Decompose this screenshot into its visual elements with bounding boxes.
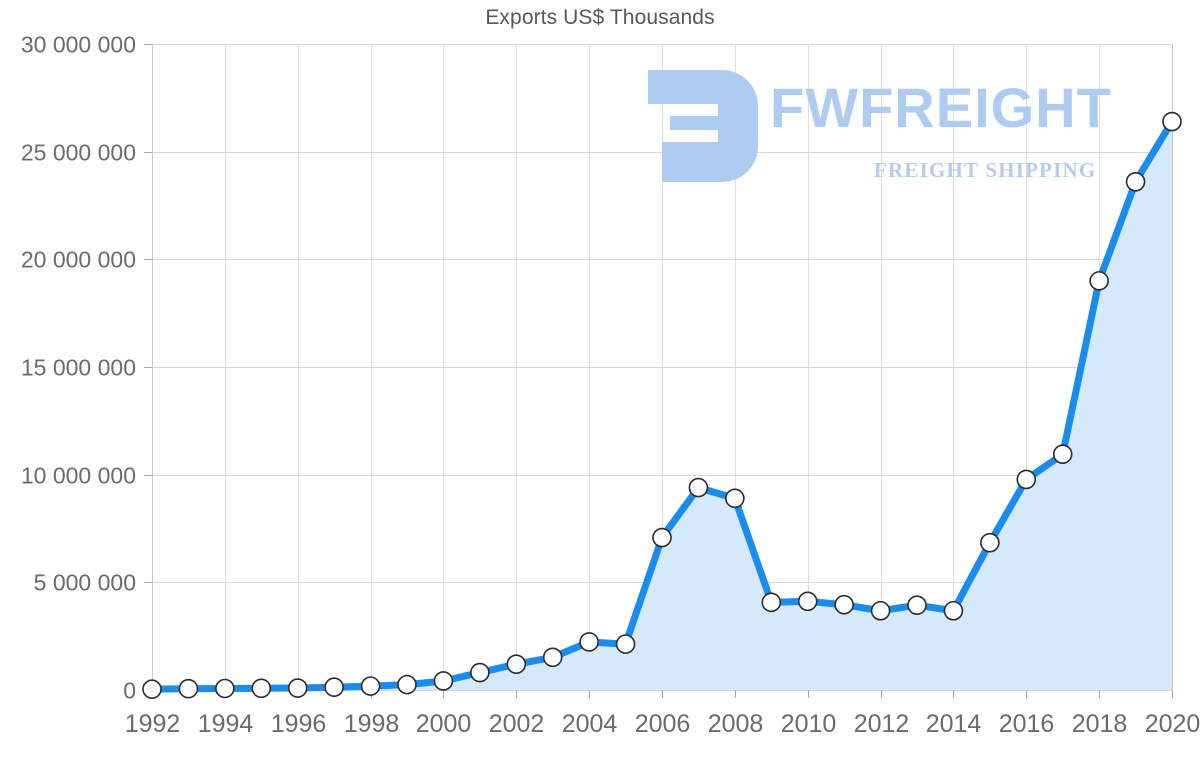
- data-point-marker[interactable]: [1162, 111, 1182, 132]
- data-point-marker[interactable]: [1125, 172, 1146, 192]
- x-tick-label: 1992: [125, 710, 181, 738]
- data-point-marker[interactable]: [287, 678, 308, 698]
- data-point-marker[interactable]: [1016, 469, 1037, 490]
- data-point-marker[interactable]: [1089, 271, 1109, 291]
- data-point-marker[interactable]: [870, 600, 891, 621]
- x-tick-label: 1996: [271, 710, 327, 738]
- y-tick-label: 5 000 000: [34, 570, 136, 596]
- data-point-marker[interactable]: [615, 634, 636, 654]
- data-point-marker[interactable]: [178, 678, 199, 699]
- x-tick-label: 2014: [926, 710, 982, 738]
- x-tick-label: 2008: [708, 710, 764, 738]
- data-point-marker[interactable]: [688, 477, 709, 498]
- y-tick-label: 30 000 000: [21, 32, 136, 58]
- data-point-marker[interactable]: [506, 654, 527, 674]
- x-tick-label: 2002: [489, 710, 545, 738]
- x-tick-label: 1994: [198, 710, 254, 738]
- x-tick-label: 2012: [854, 710, 910, 738]
- y-tick-label: 25 000 000: [21, 140, 136, 166]
- data-point-marker[interactable]: [397, 674, 417, 695]
- data-point-marker[interactable]: [797, 591, 818, 612]
- data-point-marker[interactable]: [652, 527, 672, 548]
- data-point-marker[interactable]: [980, 532, 1000, 553]
- x-tick-label: 2010: [781, 710, 837, 738]
- data-point-marker[interactable]: [834, 594, 854, 615]
- data-point-marker[interactable]: [251, 678, 272, 699]
- y-tick-label: 0: [123, 678, 136, 704]
- data-point-marker[interactable]: [1052, 444, 1073, 465]
- x-tick-label: 2020: [1145, 710, 1200, 738]
- data-point-marker[interactable]: [433, 671, 454, 691]
- data-point-marker[interactable]: [579, 632, 599, 652]
- x-tick-label: 2000: [416, 710, 472, 738]
- chart-title: Exports US$ Thousands: [485, 6, 715, 29]
- data-point-marker[interactable]: [324, 677, 344, 698]
- y-tick-label: 10 000 000: [21, 463, 136, 489]
- x-tick-label: 2018: [1072, 710, 1128, 738]
- series-area-fill: [152, 121, 1172, 690]
- data-point-marker[interactable]: [215, 678, 235, 699]
- x-tick-label: 1998: [344, 710, 400, 738]
- x-tick-label: 2004: [562, 710, 618, 738]
- data-point-marker[interactable]: [542, 647, 563, 668]
- data-point-marker[interactable]: [725, 488, 745, 509]
- data-point-marker[interactable]: [761, 592, 782, 613]
- y-tick-label: 15 000 000: [21, 355, 136, 381]
- data-point-marker[interactable]: [907, 595, 927, 615]
- x-tick-label: 2006: [635, 710, 691, 738]
- data-point-marker[interactable]: [943, 600, 964, 621]
- y-tick-label: 20 000 000: [21, 247, 136, 273]
- data-point-marker[interactable]: [470, 662, 490, 683]
- data-point-marker[interactable]: [142, 679, 162, 699]
- data-point-marker[interactable]: [360, 676, 381, 696]
- x-tick-label: 2016: [999, 710, 1055, 738]
